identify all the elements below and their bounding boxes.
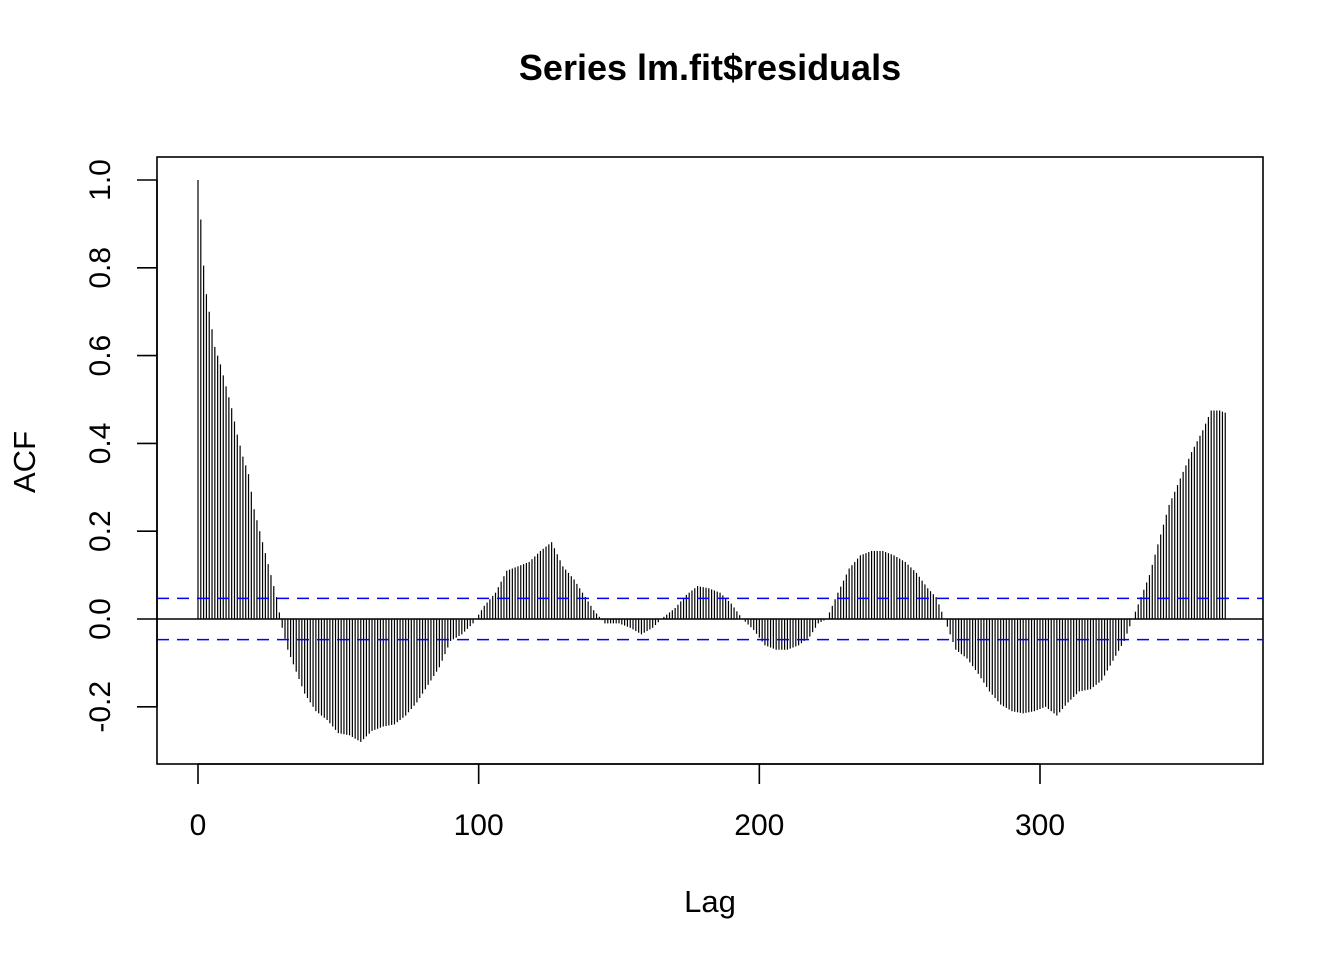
y-tick-label-3: 0.4 [84, 423, 117, 465]
chart-title: Series lm.fit$residuals [519, 47, 901, 88]
x-axis-label: Lag [684, 884, 736, 919]
acf-bars [197, 180, 1226, 742]
y-axis: -0.2 0.0 0.2 0.4 0.6 0.8 1.0 [84, 159, 158, 733]
y-tick-label-0: -0.2 [84, 681, 117, 733]
confidence-band [157, 597, 1263, 641]
x-tick-label-300: 300 [1015, 809, 1065, 842]
y-axis-label: ACF [7, 431, 42, 493]
y-tick-label-6: 1.0 [84, 159, 117, 201]
x-axis: 0 100 200 300 [190, 763, 1065, 842]
y-tick-label-4: 0.6 [84, 335, 117, 377]
plot-box [156, 156, 1264, 765]
y-tick-label-1: 0.0 [84, 598, 117, 640]
x-tick-label-200: 200 [734, 809, 784, 842]
x-tick-label-0: 0 [190, 809, 207, 842]
x-tick-label-100: 100 [454, 809, 504, 842]
y-tick-label-5: 0.8 [84, 247, 117, 289]
y-tick-label-2: 0.2 [84, 510, 117, 552]
